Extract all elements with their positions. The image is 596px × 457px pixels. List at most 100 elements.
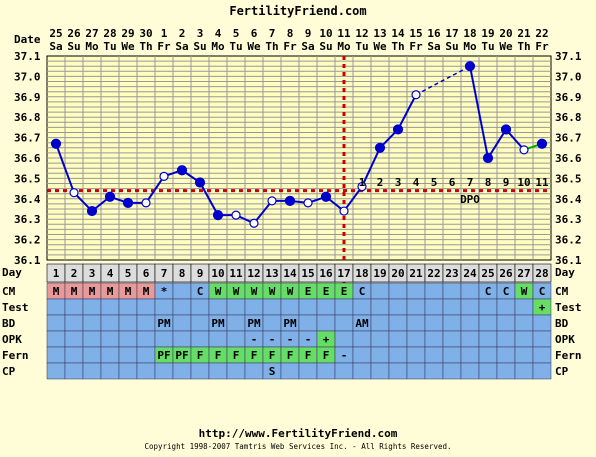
cell-value: - [269,333,276,346]
cell-value: PM [211,317,225,330]
footer-url[interactable]: http://www.FertilityFriend.com [199,427,398,440]
table-cell [64,298,84,316]
cell-value: W [521,285,528,298]
table-cell [172,298,192,316]
table-cell [46,330,66,348]
table-cell [532,362,552,380]
weekday-label: Sa [301,40,314,53]
day-number: 27 [517,267,530,280]
table-cell [334,330,354,348]
weekday-label: Th [265,40,278,53]
date-label: 2 [179,27,186,40]
weekday-label: We [499,40,513,53]
cell-value: PF [157,349,170,362]
table-cell [262,298,282,316]
cell-value: F [269,349,276,362]
temperature-point [86,205,98,217]
cell-value: M [107,285,114,298]
table-cell [388,346,408,364]
cell-value: + [539,301,546,314]
temperature-point [104,191,116,202]
table-cell [352,298,372,316]
weekday-label: Tu [103,40,116,53]
weekday-label: Tu [229,40,242,53]
dpo-number: 4 [413,176,420,189]
cell-value: PM [283,317,297,330]
table-cell [64,314,84,332]
weekday-label: Su [193,40,206,53]
cell-value: C [359,285,366,298]
table-cell [118,298,138,316]
temperature-point-open [519,145,529,155]
table-cell [136,346,156,364]
temperature-point [176,165,188,176]
table-cell [208,330,228,348]
y-tick-label-left: 36.5 [14,172,41,185]
table-cell [496,314,516,332]
y-tick-label-right: 36.1 [555,254,582,267]
weekday-label: Mo [463,40,477,53]
table-cell [244,298,264,316]
day-number: 15 [301,267,314,280]
row-label-right: CM [555,285,569,298]
day-number: 6 [143,267,150,280]
weekday-label: Mo [211,40,225,53]
y-tick-label-right: 37.0 [555,70,582,83]
table-cell [100,346,120,364]
cell-value: E [341,285,348,298]
table-cell [172,362,192,380]
table-cell [316,314,336,332]
day-number: 26 [499,267,513,280]
cell-value: F [215,349,222,362]
y-tick-label-left: 37.1 [14,50,41,63]
table-cell [532,346,552,364]
date-label: 27 [85,27,98,40]
date-label: 6 [251,27,258,40]
row-label-right: BD [555,317,569,330]
y-tick-label-right: 36.9 [555,91,582,104]
temperature-point-open [141,198,151,208]
day-number: 2 [71,267,78,280]
temperature-point [464,61,476,72]
day-number: 28 [535,267,548,280]
cell-value: M [89,285,96,298]
cell-value: F [287,349,294,362]
row-label-right: Test [555,301,582,314]
table-cell [406,346,426,364]
table-cell [82,362,102,380]
table-cell [424,330,444,348]
cell-value: W [287,285,294,298]
date-headers: 25 26 27 28 29 30 1 2 3 4 5 6 7 8 9 10 11 12 13 14 15 16 17 18 1… [49,27,549,53]
temperature-point-open [249,218,259,228]
series-segment [361,147,381,187]
day-number: 11 [229,267,243,280]
table-cell [190,298,210,316]
table-cell [442,314,462,332]
table-cell [496,298,516,316]
table-cell [136,298,156,316]
series-segment [487,128,507,159]
weekday-label: Su [445,40,458,53]
date-label: 10 [319,27,332,40]
cell-value: S [269,365,276,378]
weekday-label: We [121,40,135,53]
temperature-point-open [411,90,421,100]
table-cell [352,330,372,348]
temperature-point [536,138,548,149]
cell-value: M [71,285,78,298]
table-cell [100,330,120,348]
table-cell [478,362,498,380]
table-cell [64,330,84,348]
temperature-point-open [357,181,367,192]
date-label: 29 [121,27,134,40]
weekday-label: Su [319,40,332,53]
date-label: 28 [103,27,116,40]
y-tick-label-left: 36.9 [14,91,41,104]
temperature-point-open [303,198,313,208]
y-tick-label-right: 36.7 [555,132,582,145]
row-label-left: Fern [2,349,29,362]
temperature-point [392,124,404,135]
table-cell [334,298,354,316]
dpo-number: 9 [503,176,510,189]
table-cell [388,298,408,316]
